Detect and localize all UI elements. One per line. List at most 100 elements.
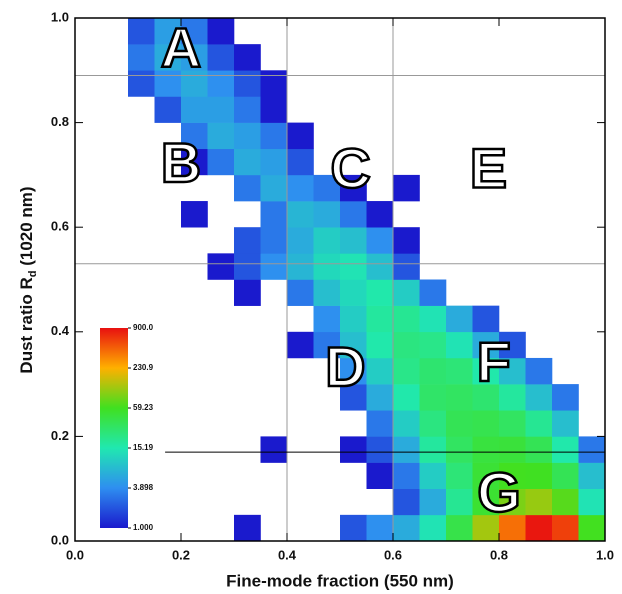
heatmap-cell xyxy=(128,70,155,97)
heatmap-cell xyxy=(419,279,447,306)
colorbar-label: 3.898 xyxy=(133,483,154,492)
annotation: B xyxy=(161,131,201,194)
heatmap-cell xyxy=(287,122,314,150)
y-label-main: Dust ratio R xyxy=(17,277,36,373)
heatmap-cell xyxy=(366,279,394,306)
heatmap-cell xyxy=(340,384,367,411)
colorbar-label: 59.23 xyxy=(133,403,154,412)
heatmap-cell xyxy=(552,384,579,411)
heatmap-cell xyxy=(419,305,447,333)
heatmap-cell xyxy=(578,488,606,516)
heatmap-cell xyxy=(552,436,579,463)
heatmap-cell xyxy=(207,148,235,176)
heatmap-cell xyxy=(340,331,367,359)
annotation: G xyxy=(477,461,521,524)
heatmap-cell xyxy=(287,148,314,176)
heatmap-cell xyxy=(260,436,288,463)
heatmap-cell xyxy=(181,18,208,45)
heatmap-cell xyxy=(207,122,235,150)
heatmap-cell xyxy=(366,410,394,437)
colorbar-label: 900.0 xyxy=(133,323,154,332)
heatmap-cell xyxy=(260,96,288,123)
heatmap-cell xyxy=(313,174,341,202)
heatmap-cell xyxy=(525,357,553,385)
heatmap-cell xyxy=(446,357,473,385)
heatmap-cell xyxy=(340,174,367,202)
heatmap-cell xyxy=(366,462,394,489)
heatmap-cell xyxy=(472,357,500,385)
heatmap-cell xyxy=(340,436,367,463)
heatmap-cell xyxy=(154,96,182,123)
heatmap-cell xyxy=(181,70,208,97)
colorbar-label: 1.000 xyxy=(133,523,154,532)
x-tick-label: 0.6 xyxy=(384,547,402,562)
colorbar-label: 15.19 xyxy=(133,443,154,452)
heatmap-cell xyxy=(472,514,500,542)
y-label-sub: d xyxy=(27,271,39,278)
y-tick-label: 0.6 xyxy=(51,219,69,234)
heatmap-cell xyxy=(472,462,500,489)
heatmap-cell xyxy=(366,384,394,411)
heatmap-cell xyxy=(234,122,261,150)
heatmap-cell xyxy=(260,174,288,202)
x-tick-label: 0.8 xyxy=(490,547,508,562)
heatmap-cell xyxy=(207,44,235,71)
heatmap-cell xyxy=(393,436,420,463)
heatmap-cell xyxy=(313,227,341,254)
heatmap-cell xyxy=(472,410,500,437)
heatmap-cell xyxy=(154,44,182,71)
heatmap-cell xyxy=(419,331,447,359)
heatmap-cell xyxy=(234,44,261,71)
heatmap-cell xyxy=(128,44,155,71)
heatmap-cell xyxy=(525,410,553,437)
heatmap-cell xyxy=(260,70,288,97)
heatmap-cell xyxy=(313,279,341,306)
annotation: C xyxy=(330,136,370,199)
heatmap-cell xyxy=(340,201,367,228)
heatmap-cell xyxy=(287,227,314,254)
heatmap-cell xyxy=(154,18,182,45)
heatmap-cell xyxy=(446,331,473,359)
heatmap-cell xyxy=(340,514,367,542)
heatmap-cell xyxy=(499,410,526,437)
heatmap-cell xyxy=(366,331,394,359)
heatmap-cell xyxy=(499,357,526,385)
heatmap-cell xyxy=(393,305,420,333)
heatmap-cell xyxy=(419,488,447,516)
heatmap-cell xyxy=(260,201,288,228)
heatmap-cell xyxy=(552,410,579,437)
heatmap-cell xyxy=(366,436,394,463)
heatmap-cell xyxy=(340,305,367,333)
heatmap-cell xyxy=(234,514,261,542)
heatmap-cell xyxy=(260,253,288,280)
annotation: E xyxy=(470,136,507,199)
y-label-rest: (1020 nm) xyxy=(17,186,36,270)
heatmap-cell xyxy=(207,18,235,45)
heatmap-cell xyxy=(313,305,341,333)
heatmap-cell xyxy=(260,148,288,176)
heatmap-cell xyxy=(234,96,261,123)
x-axis-label: Fine-mode fraction (550 nm) xyxy=(226,571,454,590)
heatmap-cell xyxy=(499,331,526,359)
heatmap-cell xyxy=(366,201,394,228)
heatmap-cell xyxy=(472,436,500,463)
heatmap-cell xyxy=(393,331,420,359)
heatmap-cell xyxy=(234,279,261,306)
heatmap-cell xyxy=(207,253,235,280)
heatmap-cell xyxy=(446,384,473,411)
heatmap-cell xyxy=(340,357,367,385)
heatmap-cell xyxy=(366,305,394,333)
heatmap-cell xyxy=(181,122,208,150)
heatmap-cell xyxy=(446,462,473,489)
y-tick-label: 0.0 xyxy=(51,532,69,547)
y-tick-label: 0.8 xyxy=(51,114,69,129)
heatmap-cell xyxy=(154,70,182,97)
colorbar xyxy=(100,328,128,528)
heatmap-cell xyxy=(419,462,447,489)
heatmap-cell xyxy=(287,331,314,359)
y-tick-label: 0.2 xyxy=(51,428,69,443)
heatmap-cell xyxy=(287,253,314,280)
heatmap-cell xyxy=(525,462,553,489)
heatmap-cell xyxy=(234,253,261,280)
annotation: F xyxy=(477,330,511,393)
